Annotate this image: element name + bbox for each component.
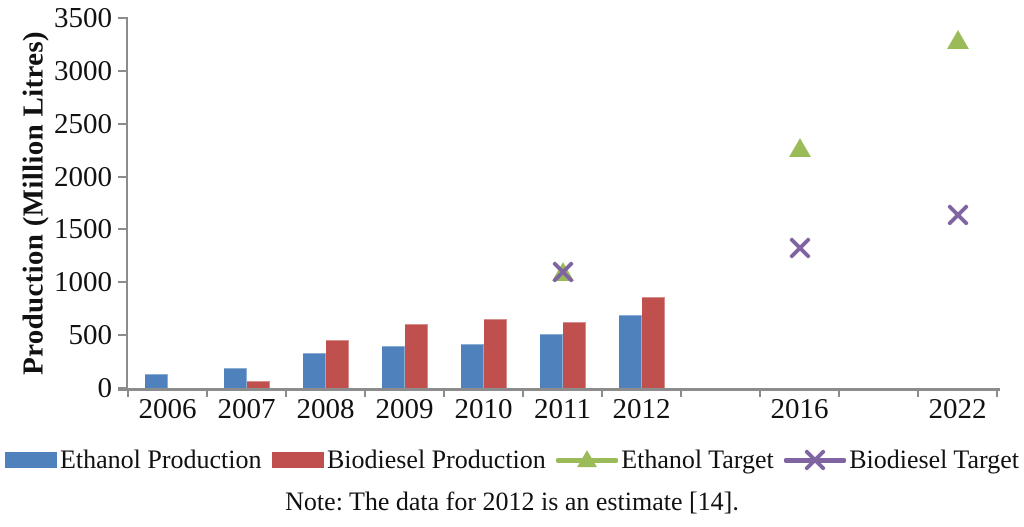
bar-biodiesel-production — [641, 297, 665, 388]
legend-x-icon — [804, 449, 827, 471]
bar-ethanol-production — [381, 345, 405, 388]
legend-item-ethanol-production: Ethanol Production — [5, 445, 261, 475]
legend-item-ethanol-target: Ethanol Target — [556, 445, 774, 475]
legend: Ethanol Production Biodiesel Production Et… — [5, 441, 1019, 479]
x-axis-line — [118, 388, 1000, 391]
bar-biodiesel-production — [562, 321, 586, 388]
y-tick-label: 1000 — [54, 266, 112, 299]
x-tick-label: 2011 — [534, 393, 591, 425]
x-tick-label: 2007 — [217, 393, 276, 425]
x-tick — [838, 388, 840, 397]
bar-ethanol-production — [223, 367, 247, 388]
y-tick-label: 500 — [68, 319, 113, 352]
x-tick-label: 2012 — [612, 393, 671, 425]
y-axis-line — [126, 18, 128, 391]
bar-ethanol-production — [144, 374, 168, 388]
y-tick-label: 2500 — [54, 107, 112, 140]
y-tick — [118, 387, 128, 389]
legend-label: Ethanol Production — [60, 445, 262, 474]
x-tick — [522, 388, 524, 397]
x-tick-label: 2016 — [770, 393, 829, 425]
x-tick — [443, 388, 445, 397]
y-tick — [118, 17, 128, 19]
x-tick — [364, 388, 366, 397]
y-tick-label: 1500 — [54, 213, 112, 246]
y-tick — [118, 175, 128, 178]
y-tick-label: 3000 — [54, 54, 112, 87]
bar-biodiesel-production — [325, 340, 349, 388]
legend-label: Biodiesel Target — [849, 445, 1019, 474]
x-tick — [206, 388, 208, 397]
y-tick — [118, 334, 128, 337]
x-tick — [127, 388, 129, 397]
marker-x — [551, 260, 574, 283]
y-tick-label: 0 — [97, 372, 113, 404]
marker-x — [788, 237, 811, 260]
legend-label: Biodiesel Production — [326, 445, 546, 474]
x-tick — [601, 388, 603, 397]
x-tick-label: 2006 — [138, 393, 197, 425]
bar-biodiesel-production — [246, 381, 270, 388]
bar-biodiesel-production — [483, 318, 507, 388]
marker-triangle — [946, 30, 969, 50]
x-tick — [680, 388, 682, 397]
bar-ethanol-production — [539, 334, 563, 388]
legend-marker-line — [784, 449, 847, 471]
bar-ethanol-production — [618, 315, 642, 388]
legend-item-biodiesel-production: Biodiesel Production — [271, 445, 546, 475]
marker-triangle — [788, 138, 811, 158]
chart-note: Note: The data for 2012 is an estimate [… — [285, 487, 739, 516]
x-tick — [996, 388, 998, 397]
legend-label: Ethanol Target — [621, 445, 774, 474]
y-tick — [118, 69, 128, 72]
legend-marker-line — [556, 450, 619, 468]
x-tick-label: 2008 — [296, 393, 355, 425]
marker-x — [946, 203, 969, 226]
x-tick — [917, 388, 919, 397]
y-tick-label: 3500 — [54, 2, 112, 34]
x-tick — [759, 388, 761, 397]
legend-swatch — [271, 452, 324, 468]
bar-ethanol-production — [302, 353, 326, 388]
legend-triangle-icon — [577, 450, 598, 468]
x-tick-label: 2022 — [928, 393, 987, 425]
y-tick — [118, 281, 128, 284]
plot-area: 0 500 1000 1500 2000 2500 3000 3500 2006 2007 2008… — [54, 2, 1000, 425]
y-tick — [118, 122, 128, 125]
bar-biodiesel-production — [404, 323, 428, 388]
legend-item-biodiesel-target: Biodiesel Target — [784, 445, 1019, 475]
y-tick-label: 2000 — [54, 160, 112, 193]
legend-swatch — [5, 452, 57, 468]
x-tick-label: 2010 — [454, 393, 513, 425]
x-tick-label: 2009 — [375, 393, 434, 425]
y-tick — [118, 228, 128, 231]
x-tick — [285, 388, 287, 397]
bar-ethanol-production — [460, 343, 484, 388]
